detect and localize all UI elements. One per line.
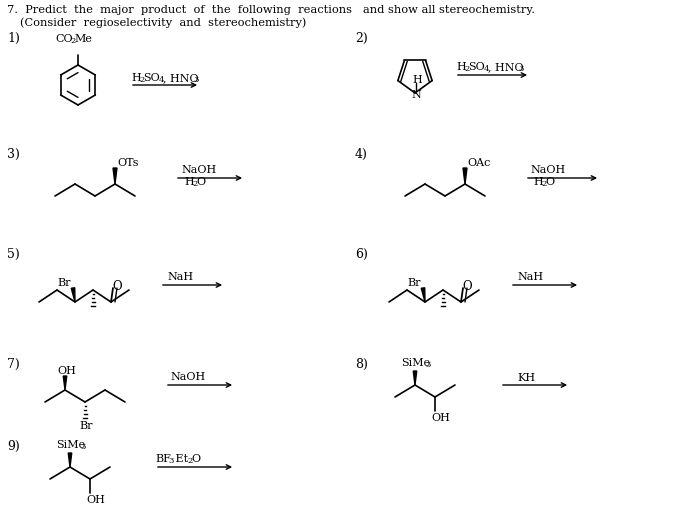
Text: Br: Br — [79, 421, 92, 431]
Polygon shape — [68, 453, 72, 467]
Text: Et: Et — [172, 454, 188, 464]
Text: SiMe: SiMe — [56, 440, 85, 450]
Text: 7): 7) — [7, 358, 19, 371]
Text: 2: 2 — [139, 76, 144, 84]
Text: (Consider  regioselectivity  and  stereochemistry): (Consider regioselectivity and stereoche… — [20, 17, 306, 27]
Text: Me: Me — [74, 34, 92, 44]
Text: OTs: OTs — [117, 158, 139, 168]
Text: 4: 4 — [484, 65, 489, 73]
Text: NaH: NaH — [517, 272, 543, 282]
Polygon shape — [463, 168, 467, 184]
Polygon shape — [113, 168, 117, 184]
Text: SO: SO — [468, 62, 484, 72]
Text: NaOH: NaOH — [181, 165, 216, 175]
Text: OH: OH — [86, 495, 105, 505]
Text: NaH: NaH — [167, 272, 193, 282]
Text: 2: 2 — [192, 180, 198, 188]
Text: , HNO: , HNO — [163, 73, 199, 83]
Text: 2): 2) — [355, 32, 368, 45]
Text: 5): 5) — [7, 248, 19, 261]
Text: KH: KH — [517, 373, 535, 383]
Text: O: O — [191, 454, 200, 464]
Text: 3: 3 — [193, 76, 198, 84]
Text: 2: 2 — [70, 37, 76, 45]
Text: O: O — [462, 280, 472, 293]
Text: H: H — [131, 73, 141, 83]
Text: SO: SO — [143, 73, 160, 83]
Text: 4): 4) — [355, 148, 368, 161]
Polygon shape — [413, 371, 416, 385]
Text: 3): 3) — [7, 148, 20, 161]
Text: H: H — [533, 177, 543, 187]
Text: NaOH: NaOH — [170, 372, 205, 382]
Text: 3: 3 — [168, 457, 173, 465]
Text: H: H — [456, 62, 466, 72]
Text: 3: 3 — [80, 443, 85, 451]
Text: BF: BF — [155, 454, 171, 464]
Text: Br: Br — [57, 278, 71, 288]
Text: O: O — [112, 280, 122, 293]
Text: 8): 8) — [355, 358, 368, 371]
Text: 2: 2 — [541, 180, 546, 188]
Text: 9): 9) — [7, 440, 19, 453]
Text: OH: OH — [431, 413, 450, 423]
Text: 3: 3 — [425, 361, 430, 369]
Text: OH: OH — [57, 366, 76, 376]
Polygon shape — [71, 288, 75, 302]
Text: SiMe: SiMe — [401, 358, 430, 368]
Text: 1): 1) — [7, 32, 20, 45]
Text: 2: 2 — [464, 65, 469, 73]
Text: CO: CO — [55, 34, 73, 44]
Text: 4: 4 — [159, 76, 164, 84]
Polygon shape — [421, 288, 425, 302]
Text: H: H — [184, 177, 194, 187]
Text: 7.  Predict  the  major  product  of  the  following  reactions   and show all s: 7. Predict the major product of the foll… — [7, 5, 535, 15]
Text: OAc: OAc — [467, 158, 491, 168]
Text: NaOH: NaOH — [530, 165, 565, 175]
Text: 3: 3 — [518, 65, 523, 73]
Text: O: O — [196, 177, 205, 187]
Text: 6): 6) — [355, 248, 368, 261]
Text: N: N — [411, 90, 421, 100]
Text: O: O — [545, 177, 554, 187]
Text: 2: 2 — [187, 457, 192, 465]
Text: , HNO: , HNO — [488, 62, 524, 72]
Text: H: H — [412, 75, 422, 85]
Text: Br: Br — [407, 278, 421, 288]
Polygon shape — [63, 376, 67, 390]
